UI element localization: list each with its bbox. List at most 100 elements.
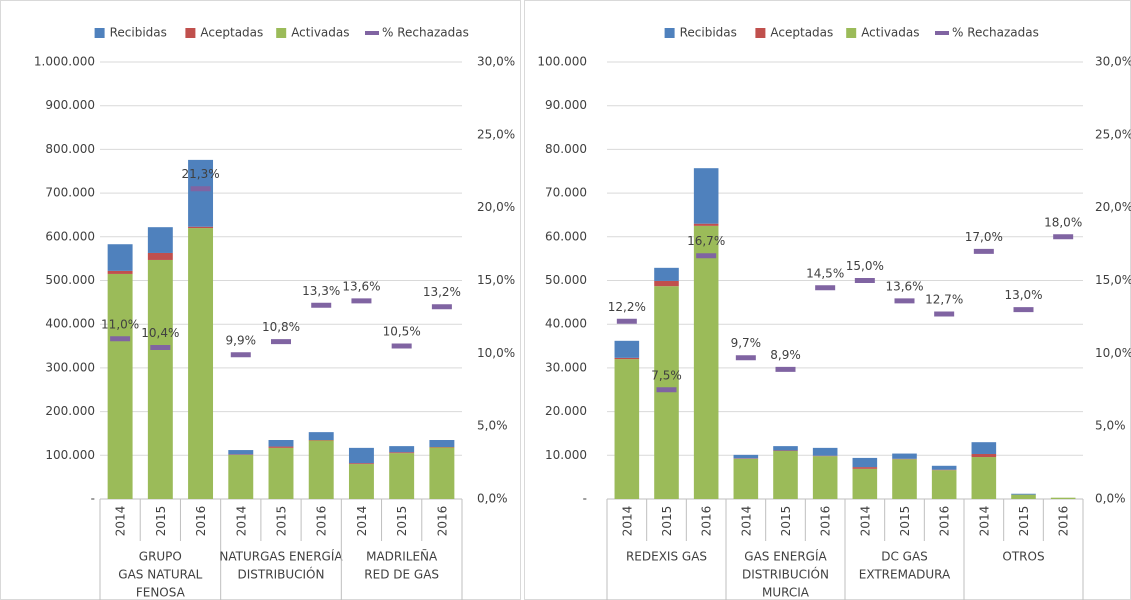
bar-segment (654, 267, 679, 281)
y-tick-label: 40.000 (545, 317, 587, 331)
y2-tick-label: 10,0% (1095, 346, 1131, 360)
bar-segment (429, 440, 455, 447)
y-tick-label: 20.000 (545, 404, 587, 418)
data-label: 13,6% (885, 279, 923, 293)
x-tick-label: 2016 (1057, 506, 1071, 537)
bar-segment (107, 273, 133, 499)
bar-segment (971, 457, 997, 499)
group-label: DISTRIBUCIÓN (742, 567, 829, 582)
group-label: GRUPO (139, 550, 182, 564)
data-label: 21,3% (181, 167, 219, 181)
y2-tick-label: 15,0% (477, 273, 515, 287)
legend-label: % Rechazadas (952, 26, 1039, 40)
x-tick-label: 2016 (938, 506, 952, 537)
y2-tick-label: 0,0% (477, 492, 508, 506)
bar-segment (971, 442, 997, 454)
x-tick-label: 2014 (234, 506, 248, 537)
y2-tick-label: 25,0% (477, 127, 515, 141)
bar-segment (1011, 493, 1036, 495)
y-tick-label: 100.000 (537, 55, 587, 69)
legend-swatch (755, 28, 766, 38)
bar-segment (812, 456, 838, 499)
bar-segment (228, 454, 254, 499)
y2-tick-label: 30,0% (477, 55, 515, 69)
bar-segment (733, 454, 759, 459)
y-tick-label: 400.000 (45, 317, 95, 331)
data-label: 8,9% (770, 348, 801, 362)
y-tick-label: 80.000 (545, 142, 587, 156)
legend-label: Aceptadas (200, 26, 263, 40)
group-label: FENOSA (136, 586, 186, 600)
legend-swatch (185, 28, 196, 38)
y-tick-label: 100.000 (45, 448, 95, 462)
y-tick-label: 300.000 (45, 360, 95, 374)
data-label: 12,2% (608, 300, 646, 314)
legend-swatch (276, 28, 287, 38)
x-tick-label: 2015 (275, 506, 289, 537)
data-label: 18,0% (1044, 215, 1082, 229)
legend-swatch (846, 28, 857, 38)
data-label: 11,0% (101, 317, 139, 331)
data-label: 10,5% (383, 325, 421, 339)
legend-label: Activadas (861, 26, 919, 40)
y2-tick-label: 20,0% (477, 200, 515, 214)
x-tick-label: 2014 (114, 506, 128, 537)
y-tick-label: 500.000 (45, 273, 95, 287)
y-tick-label: 50.000 (545, 273, 587, 287)
group-label: GAS ENERGÍA (744, 549, 827, 564)
x-tick-label: 2015 (1017, 506, 1031, 537)
group-label: RED DE GAS (364, 568, 439, 582)
y-tick-label: 900.000 (45, 98, 95, 112)
y-tick-label: 800.000 (45, 142, 95, 156)
y-tick-label: 60.000 (545, 229, 587, 243)
y-tick-label: 30.000 (545, 360, 587, 374)
legend-swatch (664, 28, 675, 38)
y2-tick-label: 30,0% (1095, 55, 1131, 69)
data-label: 13,3% (302, 284, 340, 298)
group-label: GAS NATURAL (118, 568, 202, 582)
x-tick-label: 2016 (435, 506, 449, 537)
bar-segment (188, 226, 214, 229)
bar-segment (654, 286, 679, 499)
bar-segment (892, 459, 917, 499)
bar-segment (389, 453, 415, 499)
x-tick-label: 2015 (779, 506, 793, 537)
y2-tick-label: 10,0% (477, 346, 515, 360)
x-tick-label: 2016 (315, 506, 329, 537)
group-label: DC GAS (881, 550, 928, 564)
legend-label: Aceptadas (770, 26, 833, 40)
bar-segment (614, 359, 640, 499)
y-tick-label: 90.000 (545, 98, 587, 112)
y-tick-label: 700.000 (45, 186, 95, 200)
bar-segment (614, 357, 640, 360)
x-tick-label: 2016 (819, 506, 833, 537)
bar-segment (188, 159, 214, 227)
legend-swatch (94, 28, 105, 38)
x-tick-label: 2015 (660, 506, 674, 537)
bar-segment (228, 450, 254, 455)
group-label: MADRILEÑA (366, 549, 438, 564)
bar-segment (654, 280, 679, 287)
bar-segment (188, 228, 214, 499)
bar-segment (931, 470, 957, 499)
y2-tick-label: 5,0% (1095, 419, 1126, 433)
bar-segment (308, 432, 334, 441)
group-label: MURCIA (762, 586, 810, 600)
x-tick-label: 2015 (154, 506, 168, 537)
bar-segment (733, 458, 759, 499)
y2-tick-label: 5,0% (477, 419, 508, 433)
bar-segment (268, 446, 294, 448)
y-tick-label: - (91, 492, 95, 506)
bar-segment (614, 340, 640, 358)
bar-segment (852, 457, 878, 468)
data-label: 9,9% (226, 333, 257, 347)
bar-segment (268, 447, 294, 499)
bar-segment (389, 452, 415, 454)
y2-tick-label: 15,0% (1095, 273, 1131, 287)
bar-segment (773, 446, 798, 451)
y2-tick-label: 25,0% (1095, 127, 1131, 141)
group-label: REDEXIS GAS (626, 550, 707, 564)
x-tick-label: 2016 (700, 506, 714, 537)
